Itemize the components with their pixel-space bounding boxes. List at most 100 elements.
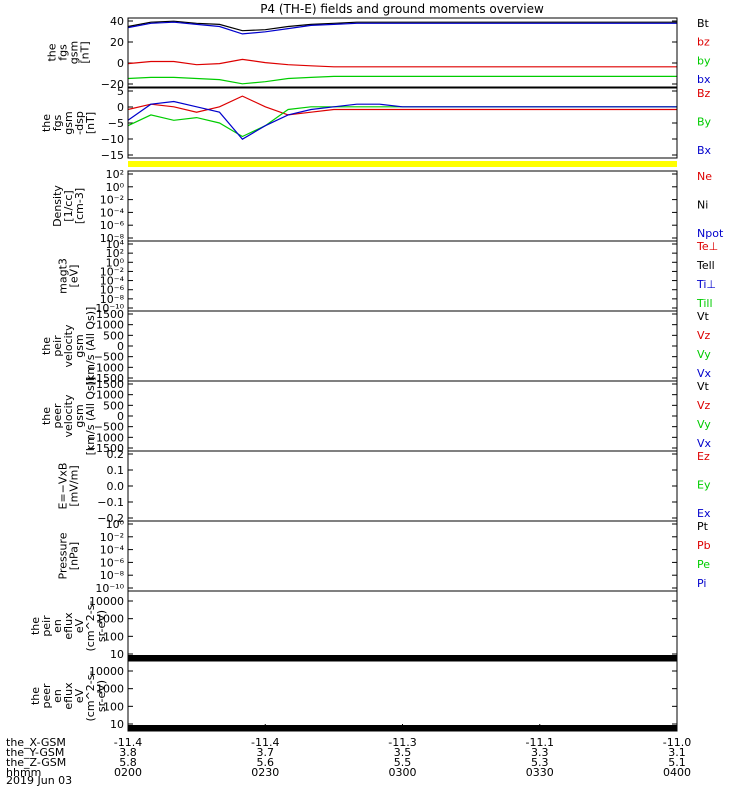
y-axis-label: gsm bbox=[62, 111, 75, 134]
y-axis-label: eV bbox=[73, 618, 86, 633]
legend-pb: Pb bbox=[697, 539, 711, 552]
y-tick-label: 10⁰ bbox=[106, 181, 125, 194]
y-tick-label: 10⁻² bbox=[100, 265, 124, 278]
y-axis-label: gsm bbox=[73, 404, 86, 427]
series-bz bbox=[127, 95, 677, 116]
y-axis-label: -dsp bbox=[73, 111, 86, 135]
y-axis-label: peer bbox=[51, 403, 64, 429]
y-axis-label: the bbox=[46, 43, 59, 61]
legend-ex: Ex bbox=[697, 507, 711, 520]
y-tick-label: 500 bbox=[103, 399, 124, 412]
panel-frame bbox=[127, 170, 678, 242]
y-axis-label: gsm bbox=[68, 41, 81, 64]
y-tick-label: 10² bbox=[106, 168, 124, 181]
orbit-row-label: the_Z-GSM bbox=[6, 756, 66, 769]
legend-ez: Ez bbox=[697, 450, 710, 463]
y-axis-label: [cm-3] bbox=[73, 188, 86, 224]
orbit-footer: the_X-GSM -11.4 -11.4 -11.3 -11.1 -11.0 the_Y-… bbox=[6, 724, 691, 779]
y-tick-label: 10⁻⁴ bbox=[100, 544, 125, 557]
y-axis-label: the bbox=[29, 687, 42, 705]
y-tick-label: 10⁻⁸ bbox=[100, 569, 125, 582]
y-tick-label: 10⁻⁶ bbox=[100, 556, 125, 569]
spectrogram-floor bbox=[128, 655, 677, 661]
y-axis-label: gsm bbox=[73, 334, 86, 357]
legend-vz: Vz bbox=[697, 329, 711, 342]
y-tick-label: −500 bbox=[94, 351, 124, 364]
series-by bbox=[127, 75, 677, 85]
y-tick-label: 10⁰ bbox=[106, 518, 125, 531]
y-tick-label: 1000 bbox=[96, 683, 124, 696]
orbit-value: 5.1 bbox=[668, 756, 686, 769]
y-tick-label: 10⁻⁸ bbox=[100, 232, 125, 245]
y-axis-label: fgs bbox=[57, 44, 70, 61]
panel-frame bbox=[127, 17, 678, 88]
mode-bar bbox=[128, 161, 677, 167]
y-tick-label: 10 bbox=[110, 648, 124, 661]
y-tick-label: 0 bbox=[117, 101, 124, 114]
y-tick-label: −1500 bbox=[87, 372, 124, 385]
panel-stack: 40200−20thefgsgsm[nT]Btbzbybx50−5−10−15t… bbox=[29, 15, 724, 732]
y-tick-label: 0.1 bbox=[107, 464, 125, 477]
y-axis-label: peir bbox=[51, 335, 64, 357]
y-axis-label: Pressure bbox=[57, 532, 70, 579]
orbit-value: 3.1 bbox=[668, 746, 686, 759]
legend-npot: Npot bbox=[697, 227, 724, 240]
orbit-value: 5.3 bbox=[531, 756, 549, 769]
orbit-value: -11.4 bbox=[114, 736, 142, 749]
y-axis-label: [nPa] bbox=[68, 542, 81, 570]
y-tick-label: −1500 bbox=[87, 442, 124, 455]
y-axis-label: Density bbox=[51, 185, 64, 227]
panel-frame bbox=[127, 310, 678, 382]
y-tick-label: 0.0 bbox=[107, 480, 125, 493]
y-axis-label: magt3 bbox=[57, 258, 70, 294]
legend-bt: Bt bbox=[697, 17, 710, 30]
y-tick-label: 20 bbox=[110, 36, 124, 49]
orbit-value: 0330 bbox=[526, 766, 554, 779]
y-tick-label: 10⁻¹⁰ bbox=[95, 302, 124, 315]
orbit-value: 3.8 bbox=[119, 746, 137, 759]
y-axis-label: sr-eV) bbox=[95, 610, 108, 642]
y-axis-label: [1/cc] bbox=[62, 190, 75, 221]
y-tick-label: 0 bbox=[117, 340, 124, 353]
legend-ne: Ne bbox=[697, 170, 712, 183]
legend-bz: bz bbox=[697, 36, 710, 49]
y-tick-label: 10000 bbox=[89, 665, 124, 678]
orbit-value: 0400 bbox=[663, 766, 691, 779]
orbit-value: 0230 bbox=[251, 766, 279, 779]
y-tick-label: −0.1 bbox=[97, 496, 124, 509]
y-tick-label: −500 bbox=[94, 421, 124, 434]
y-axis-label: (cm^2-s- bbox=[84, 601, 97, 652]
y-tick-label: 10⁻⁴ bbox=[100, 206, 125, 219]
y-axis-label: the bbox=[40, 114, 53, 132]
y-axis-label: [nT] bbox=[79, 41, 92, 63]
legend-vt: Vt bbox=[697, 310, 710, 323]
panel-frame bbox=[127, 520, 678, 592]
orbit-value: 0300 bbox=[389, 766, 417, 779]
legend-by: By bbox=[697, 116, 712, 129]
y-tick-label: 10⁻⁶ bbox=[100, 284, 125, 297]
orbit-value: 3.7 bbox=[257, 746, 275, 759]
series-bx bbox=[127, 21, 677, 35]
series-bx bbox=[127, 100, 677, 140]
y-tick-label: 40 bbox=[110, 15, 124, 28]
series-bt bbox=[127, 20, 677, 32]
y-axis-label: (cm^2-s- bbox=[84, 671, 97, 722]
y-axis-label: [km/s (All Qs)] bbox=[84, 307, 97, 386]
y-axis-label: fgs bbox=[51, 114, 64, 131]
y-tick-label: 10⁻⁶ bbox=[100, 219, 125, 232]
panel-frame bbox=[127, 240, 678, 312]
orbit-row-label: the_Y-GSM bbox=[6, 746, 64, 759]
y-axis-label: en bbox=[51, 619, 64, 633]
y-tick-label: −1000 bbox=[87, 431, 124, 444]
orbit-value: 5.8 bbox=[119, 756, 137, 769]
y-axis-label: eflux bbox=[62, 612, 75, 640]
y-tick-label: 1000 bbox=[96, 613, 124, 626]
legend-vx: Vx bbox=[697, 367, 712, 380]
y-tick-label: −10 bbox=[101, 133, 124, 146]
legend-tell: Tell bbox=[696, 259, 715, 272]
